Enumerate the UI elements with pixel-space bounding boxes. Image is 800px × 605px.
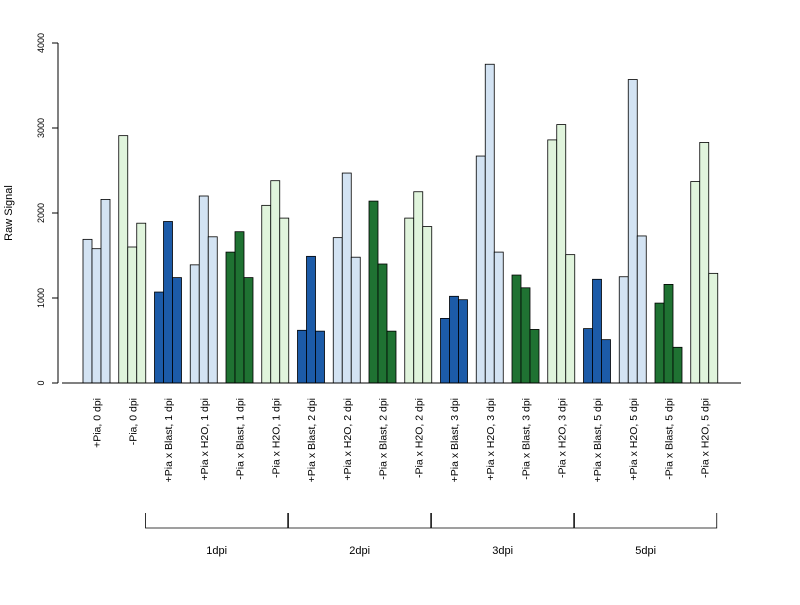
group-label: 3dpi <box>492 545 513 557</box>
bar <box>511 274 522 384</box>
bar <box>458 299 468 384</box>
x-tick-label: -Pia x Blast, 2 dpi <box>378 398 390 480</box>
bar <box>82 238 93 384</box>
y-tick-label: 4000 <box>36 33 46 53</box>
bar <box>127 246 138 384</box>
bar <box>297 329 307 384</box>
bar <box>332 237 343 384</box>
y-axis-title: Raw Signal <box>3 185 15 241</box>
x-tick-label: -Pia x H2O, 3 dpi <box>556 398 568 478</box>
x-tick-label: -Pia x Blast, 3 dpi <box>521 398 533 480</box>
bar <box>520 287 531 384</box>
bar <box>270 180 281 384</box>
y-tick-label: 3000 <box>36 118 46 138</box>
bar <box>163 221 173 384</box>
x-tick-label: -Pia x H2O, 1 dpi <box>270 398 282 478</box>
bar <box>618 276 629 384</box>
bar <box>189 264 200 384</box>
bar <box>708 272 719 384</box>
x-tick-label: +Pia x H2O, 1 dpi <box>199 398 211 481</box>
bar <box>225 251 236 384</box>
bar <box>547 139 558 384</box>
bar <box>243 277 254 384</box>
y-tick-label: 0 <box>36 380 46 385</box>
group-label: 2dpi <box>349 545 370 557</box>
bar <box>475 155 486 384</box>
group-bracket <box>431 513 575 529</box>
bar <box>484 63 495 384</box>
x-tick-label: -Pia x Blast, 5 dpi <box>664 398 676 480</box>
x-tick-label: -Pia x H2O, 2 dpi <box>413 398 425 478</box>
x-tick-label: -Pia x Blast, 1 dpi <box>235 398 247 480</box>
bar <box>627 79 638 384</box>
x-tick-label: +Pia x Blast, 5 dpi <box>592 398 604 482</box>
bar <box>449 295 459 384</box>
x-tick-label: +Pia x Blast, 2 dpi <box>306 398 318 482</box>
bar <box>136 222 147 384</box>
x-tick-label: -Pia, 0 dpi <box>127 398 139 445</box>
bar <box>261 204 272 384</box>
x-tick-label: +Pia x H2O, 2 dpi <box>342 398 354 481</box>
group-brackets: 1dpi 2dpi 3dpi 5dpi <box>145 513 718 557</box>
bar <box>440 317 450 384</box>
group-bracket <box>145 513 289 529</box>
bar <box>583 328 593 384</box>
bar <box>341 172 352 384</box>
bar <box>493 251 504 384</box>
y-tick-label: 2000 <box>36 203 46 223</box>
bar <box>154 291 164 384</box>
x-tick-label: -Pia x H2O, 5 dpi <box>699 398 711 478</box>
bar <box>207 236 218 384</box>
bar <box>350 256 361 384</box>
bar <box>699 142 710 384</box>
y-axis: 0 1000 2000 3000 4000 <box>36 33 59 386</box>
group-bracket <box>574 513 718 529</box>
group-bracket <box>288 513 432 529</box>
bar <box>315 330 325 384</box>
group-label: 1dpi <box>206 545 227 557</box>
bar <box>413 191 424 384</box>
x-tick-label: +Pia, 0 dpi <box>92 398 104 448</box>
bars-layer <box>82 63 719 384</box>
bar <box>663 283 674 384</box>
bar <box>654 302 665 384</box>
bar <box>306 255 316 384</box>
bar <box>592 278 602 384</box>
bar <box>672 346 683 384</box>
bar <box>565 254 576 384</box>
bar <box>198 195 209 384</box>
x-tick-label: +Pia x H2O, 3 dpi <box>485 398 497 481</box>
y-tick-label: 1000 <box>36 288 46 308</box>
bar <box>690 181 701 384</box>
bar <box>556 124 567 384</box>
x-tick-label: +Pia x Blast, 1 dpi <box>163 398 175 482</box>
bar <box>636 235 647 384</box>
category-labels: +Pia, 0 dpi -Pia, 0 dpi +Pia x Blast, 1 dp… <box>92 398 712 482</box>
bar <box>172 277 182 384</box>
bar <box>529 329 540 384</box>
x-tick-label: +Pia x H2O, 5 dpi <box>628 398 640 481</box>
bar <box>100 198 111 384</box>
bar <box>601 339 611 384</box>
bar <box>234 231 245 384</box>
bar <box>279 217 290 384</box>
bar <box>386 330 397 384</box>
bar <box>422 226 433 384</box>
bar <box>118 135 129 384</box>
bar <box>404 217 415 384</box>
bar <box>377 263 388 384</box>
bar <box>368 200 379 384</box>
group-label: 5dpi <box>635 545 656 557</box>
x-tick-label: +Pia x Blast, 3 dpi <box>449 398 461 482</box>
bar <box>91 248 102 384</box>
